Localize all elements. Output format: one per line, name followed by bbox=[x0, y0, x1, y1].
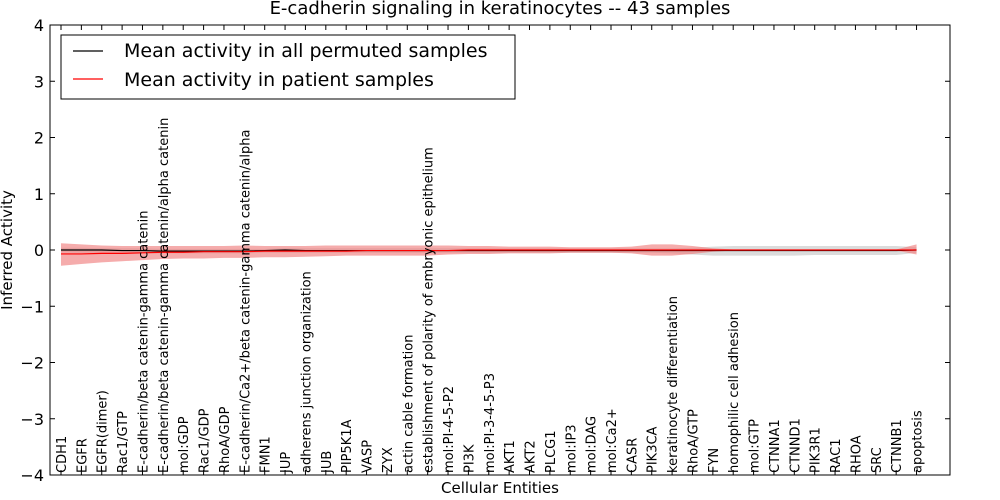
x-tick-label: CDH1 bbox=[55, 436, 70, 473]
y-tick-label: 3 bbox=[34, 72, 44, 91]
legend: Mean activity in all permuted samples Me… bbox=[60, 34, 516, 100]
x-tick-label: AKT1 bbox=[503, 440, 518, 473]
x-tick-label: FMN1 bbox=[259, 436, 274, 473]
x-tick-label: FYN bbox=[707, 448, 722, 473]
line-series-1 bbox=[61, 249, 917, 255]
y-tick-label: 1 bbox=[34, 185, 44, 204]
x-tick-label: RHOA bbox=[849, 435, 864, 473]
x-tick-label: JUP bbox=[279, 452, 294, 474]
x-tick-label: mol:PI-4-5-P2 bbox=[442, 386, 457, 473]
x-tick-label: VASP bbox=[361, 440, 376, 473]
y-tick-label: 2 bbox=[34, 129, 44, 148]
x-tick-label: JUB bbox=[320, 451, 335, 474]
x-tick-label: homophilic cell adhesion bbox=[727, 312, 742, 473]
x-tick-label: CTNND1 bbox=[788, 418, 803, 473]
x-tick-label: E-cadherin/beta catenin-gamma catenin/al… bbox=[157, 118, 172, 473]
x-tick-label: CTNNA1 bbox=[768, 419, 783, 473]
x-tick-label: apoptosis bbox=[911, 410, 926, 473]
x-tick-label: Rac1/GTP bbox=[116, 411, 131, 473]
x-tick-label: E-cadherin/beta catenin-gamma catenin bbox=[136, 211, 151, 473]
x-tick-label: Rac1/GDP bbox=[198, 408, 213, 473]
x-tick-label: mol:PI-3-4-5-P3 bbox=[483, 373, 498, 473]
y-tick-label: −1 bbox=[20, 297, 44, 316]
x-tick-label: mol:GTP bbox=[748, 419, 763, 473]
x-tick-label: mol:DAG bbox=[585, 416, 600, 473]
x-tick-label: PIP5K1A bbox=[340, 419, 355, 473]
y-tick-label: −2 bbox=[20, 354, 44, 373]
x-tick-label: actin cable formation bbox=[401, 335, 416, 473]
x-tick-label: mol:Ca2+ bbox=[605, 408, 620, 473]
x-tick-label: ZYX bbox=[381, 447, 396, 473]
x-tick-label: adherens junction organization bbox=[299, 271, 314, 473]
y-tick-label: 4 bbox=[34, 16, 44, 35]
x-axis: CDH1 EGFR EGFR(dimer) Rac1/GTP E-cadherin/be… bbox=[55, 25, 926, 475]
x-tick-label: AKT2 bbox=[524, 440, 539, 473]
x-tick-label: RhoA/GTP bbox=[686, 409, 701, 473]
x-tick-label: EGFR(dimer) bbox=[96, 390, 111, 473]
y-tick-label: −4 bbox=[20, 466, 44, 485]
x-tick-label: CTNNB1 bbox=[890, 419, 905, 473]
y-tick-label: 0 bbox=[34, 241, 44, 260]
x-tick-label: SRC bbox=[870, 447, 885, 473]
legend-label-patient: Mean activity in patient samples bbox=[124, 69, 434, 91]
x-tick-label: PI3K bbox=[462, 444, 477, 473]
x-tick-label: PLCG1 bbox=[544, 430, 559, 473]
chart-title: E-cadherin signaling in keratinocytes --… bbox=[270, 0, 731, 19]
x-tick-label: PIK3CA bbox=[646, 426, 661, 473]
series-lines bbox=[61, 249, 917, 255]
x-tick-label: CASR bbox=[625, 438, 640, 473]
y-tick-label: −3 bbox=[20, 410, 44, 429]
x-tick-label: establishment of polarity of embryonic e… bbox=[422, 147, 437, 473]
y-axis: −4 −3 −2 −1 0 1 2 3 4 bbox=[20, 16, 950, 485]
legend-label-permuted: Mean activity in all permuted samples bbox=[124, 40, 487, 62]
x-tick-label: EGFR bbox=[75, 438, 90, 473]
band-series-1 bbox=[61, 243, 917, 266]
x-tick-label: PIK3R1 bbox=[809, 427, 824, 473]
x-tick-label: mol:IP3 bbox=[564, 424, 579, 473]
x-tick-label: RhoA/GDP bbox=[218, 406, 233, 473]
x-tick-label: RAC1 bbox=[829, 438, 844, 473]
x-tick-label: E-cadherin/Ca2+/beta catenin-gamma caten… bbox=[238, 130, 253, 473]
x-tick-label: mol:GDP bbox=[177, 416, 192, 473]
x-tick-label: keratinocyte differentiation bbox=[666, 296, 681, 473]
legend-box bbox=[60, 34, 516, 100]
x-axis-title: Cellular Entities bbox=[441, 479, 559, 497]
y-axis-title: Inferred Activity bbox=[0, 190, 16, 310]
